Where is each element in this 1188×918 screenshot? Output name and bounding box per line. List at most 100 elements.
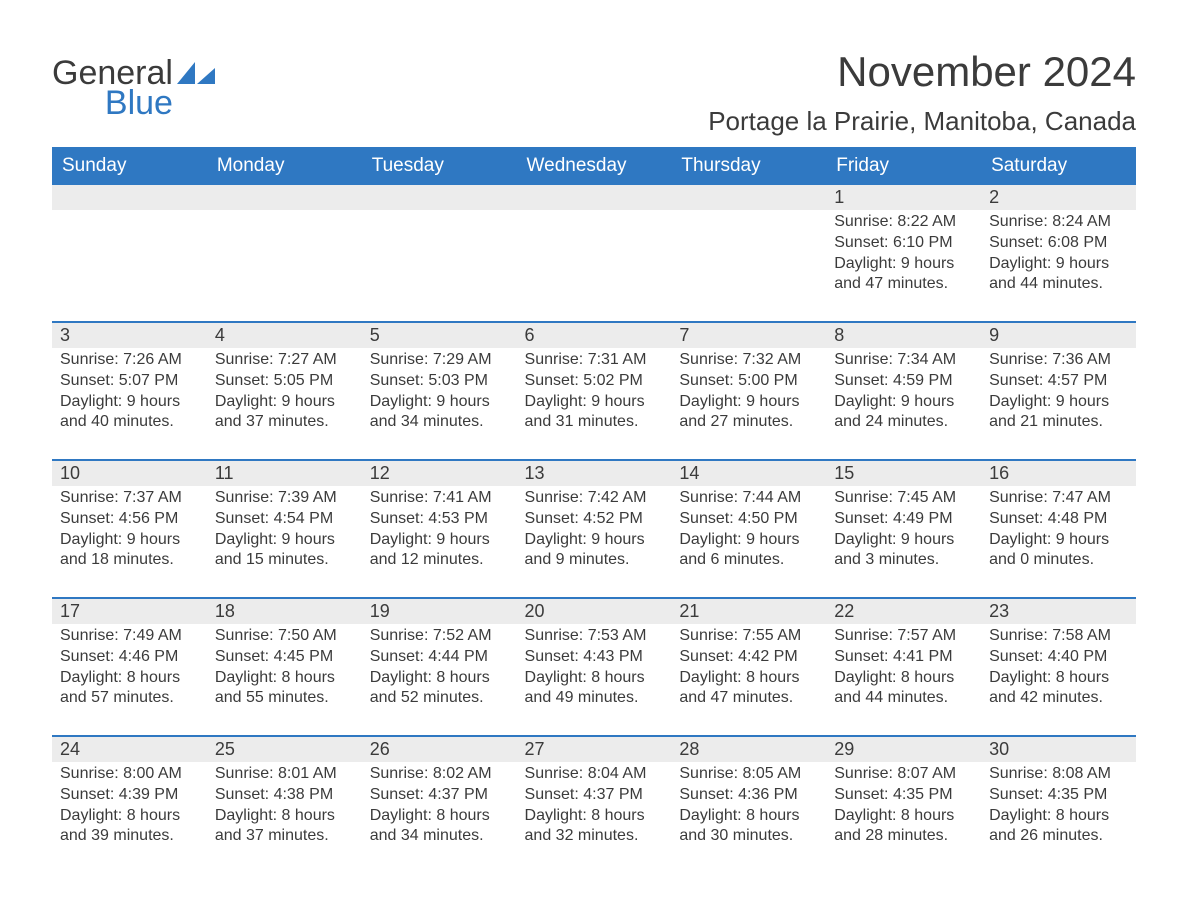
- sunset-value: 4:35 PM: [893, 786, 953, 803]
- day-cell: 14Sunrise: 7:44 AMSunset: 4:50 PMDayligh…: [671, 459, 826, 597]
- day-number: 18: [207, 597, 362, 624]
- sunrise-label: Sunrise:: [60, 351, 119, 368]
- sunset-label: Sunset:: [370, 372, 424, 389]
- day-cell: 1Sunrise: 8:22 AMSunset: 6:10 PMDaylight…: [826, 183, 981, 321]
- day-body: Sunrise: 7:42 AMSunset: 4:52 PMDaylight:…: [517, 486, 672, 577]
- sunrise-value: 8:00 AM: [123, 765, 182, 782]
- day-number: 7: [671, 321, 826, 348]
- day-cell: 10Sunrise: 7:37 AMSunset: 4:56 PMDayligh…: [52, 459, 207, 597]
- day-number: 5: [362, 321, 517, 348]
- sunset-label: Sunset:: [834, 510, 888, 527]
- day-body: Sunrise: 8:07 AMSunset: 4:35 PMDaylight:…: [826, 762, 981, 853]
- day-number: 29: [826, 735, 981, 762]
- daylight-label: Daylight:: [679, 669, 741, 686]
- day-body: Sunrise: 7:45 AMSunset: 4:49 PMDaylight:…: [826, 486, 981, 577]
- sunrise-label: Sunrise:: [834, 213, 893, 230]
- day-number: 15: [826, 459, 981, 486]
- sunrise-label: Sunrise:: [989, 351, 1048, 368]
- sunset-label: Sunset:: [215, 372, 269, 389]
- sunrise-value: 7:44 AM: [743, 489, 802, 506]
- sunrise-label: Sunrise:: [679, 351, 738, 368]
- sunset-label: Sunset:: [525, 372, 579, 389]
- daylight-label: Daylight:: [834, 807, 896, 824]
- day-cell: 22Sunrise: 7:57 AMSunset: 4:41 PMDayligh…: [826, 597, 981, 735]
- sunrise-value: 7:36 AM: [1052, 351, 1111, 368]
- sunset-value: 4:38 PM: [274, 786, 334, 803]
- daylight-label: Daylight:: [370, 669, 432, 686]
- weekday-header: Saturday: [981, 149, 1136, 183]
- day-cell: 17Sunrise: 7:49 AMSunset: 4:46 PMDayligh…: [52, 597, 207, 735]
- sunrise-label: Sunrise:: [679, 489, 738, 506]
- logo-text: General Blue: [52, 56, 173, 120]
- calendar-table: SundayMondayTuesdayWednesdayThursdayFrid…: [52, 149, 1136, 873]
- sunset-value: 4:50 PM: [738, 510, 798, 527]
- sunset-value: 4:48 PM: [1048, 510, 1108, 527]
- daylight-label: Daylight:: [679, 807, 741, 824]
- sunrise-value: 7:31 AM: [588, 351, 647, 368]
- day-body: Sunrise: 7:57 AMSunset: 4:41 PMDaylight:…: [826, 624, 981, 715]
- sunset-value: 4:49 PM: [893, 510, 953, 527]
- sunrise-label: Sunrise:: [60, 627, 119, 644]
- sunset-label: Sunset:: [834, 234, 888, 251]
- day-cell: 18Sunrise: 7:50 AMSunset: 4:45 PMDayligh…: [207, 597, 362, 735]
- daylight-label: Daylight:: [834, 393, 896, 410]
- sunset-label: Sunset:: [989, 786, 1043, 803]
- daylight-label: Daylight:: [370, 807, 432, 824]
- sunset-value: 4:36 PM: [738, 786, 798, 803]
- sunrise-value: 7:57 AM: [897, 627, 956, 644]
- daylight-label: Daylight:: [370, 393, 432, 410]
- location: Portage la Prairie, Manitoba, Canada: [708, 106, 1136, 137]
- day-body: Sunrise: 8:04 AMSunset: 4:37 PMDaylight:…: [517, 762, 672, 853]
- sunset-label: Sunset:: [989, 648, 1043, 665]
- sunset-value: 4:40 PM: [1048, 648, 1108, 665]
- day-body: Sunrise: 7:27 AMSunset: 5:05 PMDaylight:…: [207, 348, 362, 439]
- empty-cell: [52, 183, 207, 321]
- sunset-label: Sunset:: [834, 648, 888, 665]
- day-body: Sunrise: 7:53 AMSunset: 4:43 PMDaylight:…: [517, 624, 672, 715]
- sunrise-value: 7:55 AM: [743, 627, 802, 644]
- sunrise-value: 7:42 AM: [588, 489, 647, 506]
- sunset-label: Sunset:: [60, 510, 114, 527]
- empty-daybar: [671, 183, 826, 210]
- sunrise-value: 8:01 AM: [278, 765, 337, 782]
- header: General Blue November 2024 Portage la Pr…: [52, 48, 1136, 137]
- daylight-label: Daylight:: [215, 393, 277, 410]
- daylight-label: Daylight:: [834, 531, 896, 548]
- title-block: November 2024 Portage la Prairie, Manito…: [708, 48, 1136, 137]
- day-number: 28: [671, 735, 826, 762]
- sunset-label: Sunset:: [215, 786, 269, 803]
- sunrise-value: 8:24 AM: [1052, 213, 1111, 230]
- sunset-label: Sunset:: [679, 372, 733, 389]
- daylight-label: Daylight:: [60, 393, 122, 410]
- calendar-row: 1Sunrise: 8:22 AMSunset: 6:10 PMDaylight…: [52, 183, 1136, 321]
- daylight-label: Daylight:: [679, 393, 741, 410]
- sunset-value: 4:53 PM: [428, 510, 488, 527]
- daylight-label: Daylight:: [215, 669, 277, 686]
- sunrise-label: Sunrise:: [60, 765, 119, 782]
- day-cell: 13Sunrise: 7:42 AMSunset: 4:52 PMDayligh…: [517, 459, 672, 597]
- day-cell: 28Sunrise: 8:05 AMSunset: 4:36 PMDayligh…: [671, 735, 826, 873]
- day-number: 12: [362, 459, 517, 486]
- daylight-label: Daylight:: [679, 531, 741, 548]
- sunrise-value: 7:37 AM: [123, 489, 182, 506]
- day-number: 2: [981, 183, 1136, 210]
- day-body: Sunrise: 7:55 AMSunset: 4:42 PMDaylight:…: [671, 624, 826, 715]
- empty-daybar: [362, 183, 517, 210]
- day-number: 24: [52, 735, 207, 762]
- sunset-value: 4:35 PM: [1048, 786, 1108, 803]
- empty-daybar: [517, 183, 672, 210]
- day-cell: 5Sunrise: 7:29 AMSunset: 5:03 PMDaylight…: [362, 321, 517, 459]
- daylight-label: Daylight:: [989, 393, 1051, 410]
- sunset-value: 5:00 PM: [738, 372, 798, 389]
- sunrise-value: 8:22 AM: [897, 213, 956, 230]
- day-number: 20: [517, 597, 672, 624]
- sunset-label: Sunset:: [370, 648, 424, 665]
- day-number: 1: [826, 183, 981, 210]
- day-cell: 30Sunrise: 8:08 AMSunset: 4:35 PMDayligh…: [981, 735, 1136, 873]
- day-cell: 6Sunrise: 7:31 AMSunset: 5:02 PMDaylight…: [517, 321, 672, 459]
- sunset-label: Sunset:: [60, 648, 114, 665]
- sunrise-label: Sunrise:: [834, 765, 893, 782]
- day-cell: 11Sunrise: 7:39 AMSunset: 4:54 PMDayligh…: [207, 459, 362, 597]
- day-number: 22: [826, 597, 981, 624]
- daylight-label: Daylight:: [989, 807, 1051, 824]
